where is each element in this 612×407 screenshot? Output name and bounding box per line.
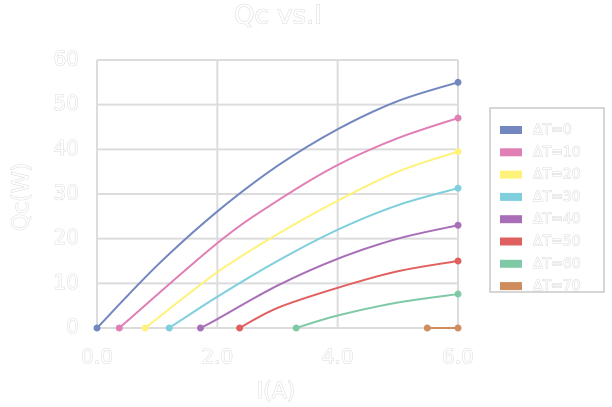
y-tick-label: 60 [54, 47, 79, 71]
marker [165, 324, 173, 332]
marker [454, 324, 462, 332]
marker [196, 324, 204, 332]
series-line [295, 293, 459, 329]
legend-swatch [500, 192, 522, 201]
legend-label: ΔT=10 [533, 144, 581, 160]
legend-swatch [500, 215, 522, 224]
legend-label: ΔT=70 [533, 278, 581, 294]
series-line [96, 81, 459, 329]
legend-swatch [500, 237, 522, 246]
x-tick-label: 6.0 [442, 345, 474, 369]
legend-swatch [500, 126, 522, 134]
y-tick-label: 30 [54, 181, 79, 205]
marker [115, 324, 123, 332]
y-tick-label: 50 [54, 91, 79, 115]
legend-label: ΔT=30 [533, 189, 581, 205]
x-tick-label: 4.0 [322, 345, 354, 369]
y-axis-label: Qc(W) [9, 163, 34, 231]
marker [236, 324, 244, 332]
marker [454, 78, 462, 86]
legend-label: ΔT=50 [533, 234, 581, 250]
marker [93, 324, 101, 332]
legend-label: ΔT=20 [533, 167, 581, 183]
legend-swatch [500, 259, 522, 268]
y-tick-label: 10 [54, 270, 79, 294]
marker [292, 324, 300, 332]
chart-title: Qc vs.I [234, 1, 322, 31]
marker [454, 148, 462, 156]
legend-label: ΔT=0 [533, 122, 572, 138]
x-tick-label: 0.0 [81, 345, 113, 369]
legend-label: ΔT=60 [533, 256, 581, 272]
y-tick-label: 0 [66, 315, 79, 339]
marker [454, 257, 462, 265]
series-line [168, 187, 459, 329]
x-axis-label: I(A) [257, 379, 296, 404]
marker [423, 324, 431, 332]
legend-swatch [500, 282, 522, 291]
series-line [200, 224, 459, 329]
legend-swatch [500, 148, 522, 157]
series-line [144, 150, 459, 329]
marker [454, 114, 462, 122]
marker [454, 290, 462, 298]
series-line [239, 260, 459, 329]
marker [454, 221, 462, 229]
legend-swatch [500, 170, 522, 179]
series-line [118, 117, 459, 329]
legend-label: ΔT=40 [533, 211, 581, 227]
y-tick-label: 40 [54, 136, 79, 160]
y-tick-label: 20 [54, 225, 79, 249]
x-tick-label: 2.0 [201, 345, 233, 369]
marker [454, 184, 462, 192]
marker [141, 324, 149, 332]
